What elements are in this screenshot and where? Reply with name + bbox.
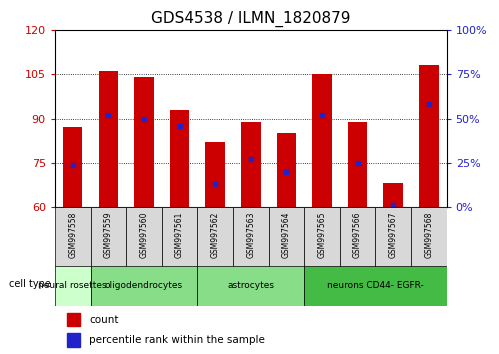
FancyBboxPatch shape: [411, 207, 447, 267]
Bar: [63, 127, 82, 207]
Text: GSM997560: GSM997560: [139, 212, 148, 258]
Text: neural rosettes: neural rosettes: [38, 281, 107, 290]
Bar: [98, 72, 118, 207]
FancyBboxPatch shape: [304, 207, 340, 267]
Text: GSM997558: GSM997558: [68, 212, 77, 258]
Text: count: count: [89, 315, 119, 325]
Bar: [419, 65, 439, 207]
Bar: [206, 142, 225, 207]
Text: GSM997568: GSM997568: [424, 212, 433, 258]
FancyBboxPatch shape: [197, 266, 304, 306]
FancyBboxPatch shape: [55, 207, 90, 267]
Text: GSM997565: GSM997565: [317, 212, 326, 258]
Text: GSM997559: GSM997559: [104, 212, 113, 258]
FancyBboxPatch shape: [162, 207, 197, 267]
Text: GSM997561: GSM997561: [175, 212, 184, 258]
Bar: [67, 333, 79, 347]
Text: GSM997563: GSM997563: [246, 212, 255, 258]
FancyBboxPatch shape: [340, 207, 375, 267]
Bar: [348, 121, 367, 207]
FancyBboxPatch shape: [126, 207, 162, 267]
Text: astrocytes: astrocytes: [227, 281, 274, 290]
Text: GSM997566: GSM997566: [353, 212, 362, 258]
FancyBboxPatch shape: [375, 207, 411, 267]
Title: GDS4538 / ILMN_1820879: GDS4538 / ILMN_1820879: [151, 11, 350, 27]
Text: GSM997564: GSM997564: [282, 212, 291, 258]
Text: GSM997567: GSM997567: [389, 212, 398, 258]
Bar: [170, 110, 189, 207]
Bar: [383, 183, 403, 207]
FancyBboxPatch shape: [197, 207, 233, 267]
FancyBboxPatch shape: [268, 207, 304, 267]
Bar: [134, 77, 154, 207]
Text: oligodendrocytes: oligodendrocytes: [105, 281, 183, 290]
FancyBboxPatch shape: [304, 266, 447, 306]
FancyBboxPatch shape: [90, 207, 126, 267]
Text: cell type: cell type: [9, 279, 51, 289]
FancyBboxPatch shape: [233, 207, 268, 267]
FancyBboxPatch shape: [90, 266, 197, 306]
Bar: [312, 74, 332, 207]
Bar: [67, 313, 79, 326]
FancyBboxPatch shape: [55, 266, 90, 306]
Bar: [276, 133, 296, 207]
Text: GSM997562: GSM997562: [211, 212, 220, 258]
Text: neurons CD44- EGFR-: neurons CD44- EGFR-: [327, 281, 424, 290]
Text: percentile rank within the sample: percentile rank within the sample: [89, 335, 265, 345]
Bar: [241, 121, 260, 207]
